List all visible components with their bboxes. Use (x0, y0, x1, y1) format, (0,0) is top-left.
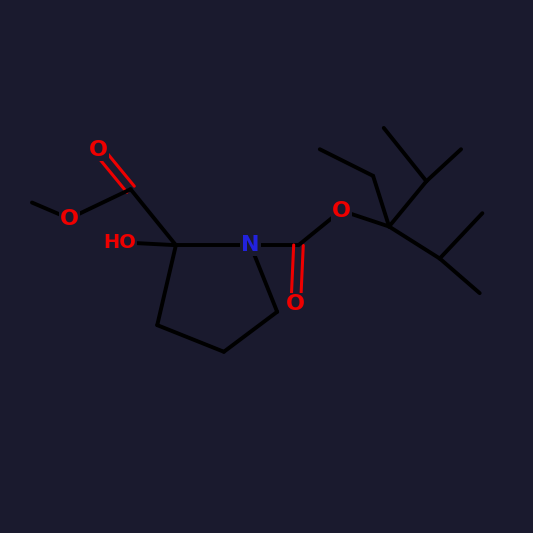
Text: HO: HO (103, 233, 136, 252)
Text: O: O (60, 208, 79, 229)
Text: O: O (286, 294, 305, 314)
Text: N: N (241, 235, 260, 255)
Text: O: O (89, 140, 108, 160)
Text: O: O (332, 200, 351, 221)
